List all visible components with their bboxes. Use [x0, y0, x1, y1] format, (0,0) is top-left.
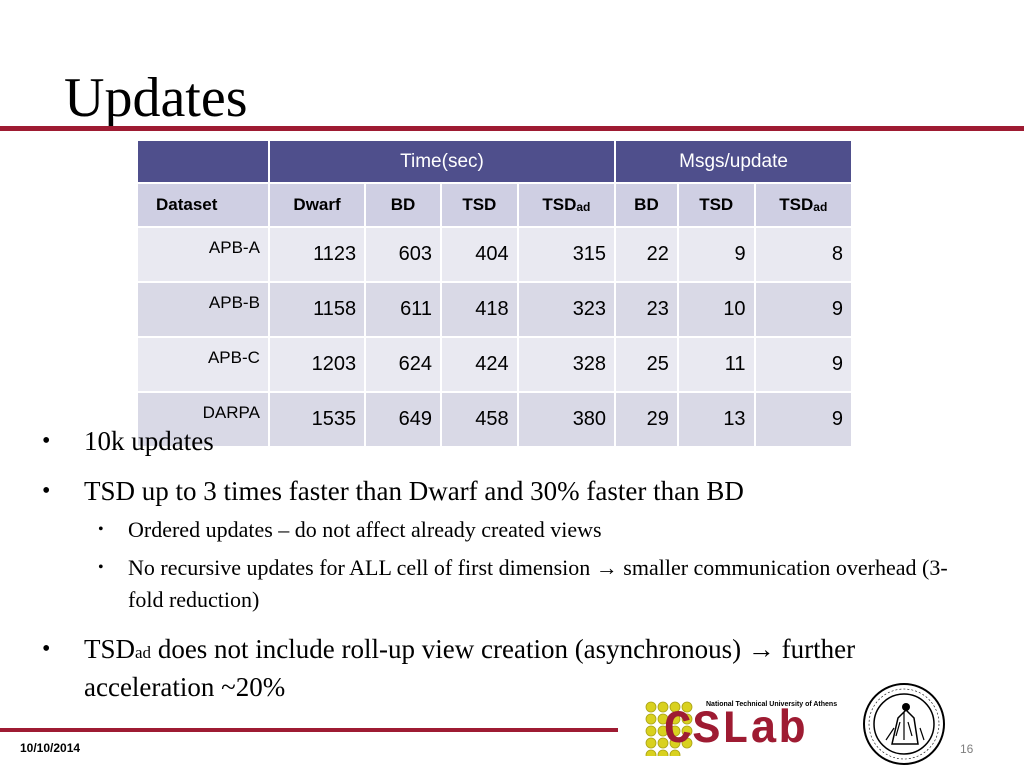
cell-time-bd: 611: [364, 281, 442, 338]
page-number: 16: [960, 742, 974, 756]
cell-time-tsd: 458: [439, 391, 519, 448]
cell-time-tsd: 424: [439, 336, 519, 393]
cell-msgs-tsd: 11: [676, 336, 756, 393]
cell-msgs-tsd: 9: [676, 226, 756, 283]
cell-time-dwarf: 1203: [267, 336, 367, 393]
logo-subtitle: National Technical University of Athens: [706, 701, 838, 708]
col-time-bd: BD: [364, 182, 442, 228]
cell-time-tsdad: 328: [516, 336, 617, 393]
bullet-dot-icon: •: [42, 428, 51, 454]
cell-time-tsdad: 315: [516, 226, 617, 283]
time-group-header: Time(sec): [267, 139, 617, 184]
cell-msgs-tsdad: 9: [753, 336, 854, 393]
bullet-item: • TSDad does not include roll-up view cr…: [42, 632, 982, 704]
cell-msgs-tsdad: 8: [753, 226, 854, 283]
cell-time-dwarf: 1123: [267, 226, 367, 283]
sub-bullet-item: • Ordered updates – do not affect alread…: [42, 514, 982, 546]
cell-dataset: APB-C: [136, 336, 270, 393]
cell-msgs-bd: 22: [614, 226, 679, 283]
table-row: APB-C 1203 624 424 328 25 11 9: [136, 336, 854, 393]
cell-time-dwarf: 1535: [267, 391, 367, 448]
bullet-dot-icon: •: [42, 636, 51, 662]
col-msgs-tsdad: TSDad: [753, 182, 854, 228]
cell-msgs-bd: 29: [614, 391, 679, 448]
sub-bullet-item: • No recursive updates for ALL cell of f…: [42, 552, 982, 616]
bullet-text-main: TSD: [84, 634, 136, 664]
bullet-item: • 10k updates: [42, 424, 982, 458]
cell-time-dwarf: 1158: [267, 281, 367, 338]
university-seal-icon: [863, 683, 945, 765]
cell-dataset: APB-B: [136, 281, 270, 338]
cslab-logo: National Technical University of Athens …: [640, 696, 852, 760]
col-time-tsdad-main: TSD: [542, 195, 577, 214]
slide-date: 10/10/2014: [20, 741, 81, 755]
cell-msgs-tsd: 10: [676, 281, 756, 338]
logo-text: CSLab: [664, 704, 808, 756]
column-header-row: Dataset Dwarf BD TSD TSDad BD TSD TSDad: [136, 182, 854, 228]
bullet-dot-icon: •: [98, 521, 104, 538]
bullet-item: • TSD up to 3 times faster than Dwarf an…: [42, 474, 982, 508]
cell-time-tsdad: 323: [516, 281, 617, 338]
cell-msgs-tsd: 13: [676, 391, 756, 448]
col-time-tsd: TSD: [439, 182, 519, 228]
table-row: APB-B 1158 611 418 323 23 10 9: [136, 281, 854, 338]
empty-header-cell: [136, 139, 270, 184]
cell-msgs-bd: 25: [614, 336, 679, 393]
bullet-text-sub: ad: [135, 643, 152, 662]
cell-msgs-tsdad: 9: [753, 391, 854, 448]
bullet-dot-icon: •: [42, 478, 51, 504]
footer-divider: [0, 728, 618, 732]
cell-dataset: APB-A: [136, 226, 270, 283]
results-table: Time(sec) Msgs/update Dataset Dwarf BD T…: [136, 139, 854, 448]
col-dataset: Dataset: [136, 182, 270, 228]
col-msgs-tsd: TSD: [676, 182, 756, 228]
bullet-list: • 10k updates • TSD up to 3 times faster…: [42, 424, 982, 720]
logo-dots-icon: [645, 701, 693, 756]
group-header-row: Time(sec) Msgs/update: [136, 139, 853, 184]
col-msgs-tsdad-sub: ad: [813, 200, 828, 214]
bullet-text: TSD up to 3 times faster than Dwarf and …: [84, 476, 744, 506]
bullet-text: 10k updates: [84, 426, 214, 456]
col-msgs-tsdad-main: TSD: [779, 195, 814, 214]
col-time-tsdad: TSDad: [516, 182, 617, 228]
title-divider: [0, 126, 1024, 131]
table-row: APB-A 1123 603 404 315 22 9 8: [136, 226, 854, 283]
slide-title: Updates: [64, 67, 248, 129]
col-time-dwarf: Dwarf: [267, 182, 367, 228]
cell-time-bd: 649: [364, 391, 442, 448]
sub-bullet-text: Ordered updates – do not affect already …: [128, 517, 602, 542]
cell-time-bd: 603: [364, 226, 442, 283]
msgs-group-header: Msgs/update: [614, 139, 853, 184]
cell-time-tsd: 404: [439, 226, 519, 283]
cell-time-bd: 624: [364, 336, 442, 393]
col-msgs-bd: BD: [614, 182, 679, 228]
cell-msgs-tsdad: 9: [753, 281, 854, 338]
cell-dataset: DARPA: [136, 391, 270, 448]
bullet-text-rest: does not include roll-up view creation (…: [84, 634, 856, 702]
cell-msgs-bd: 23: [614, 281, 679, 338]
col-time-tsdad-sub: ad: [576, 200, 591, 214]
table-row: DARPA 1535 649 458 380 29 13 9: [136, 391, 854, 448]
bullet-dot-icon: •: [98, 559, 104, 576]
cell-time-tsdad: 380: [516, 391, 617, 448]
cell-time-tsd: 418: [439, 281, 519, 338]
sub-bullet-text: No recursive updates for ALL cell of fir…: [128, 555, 948, 612]
